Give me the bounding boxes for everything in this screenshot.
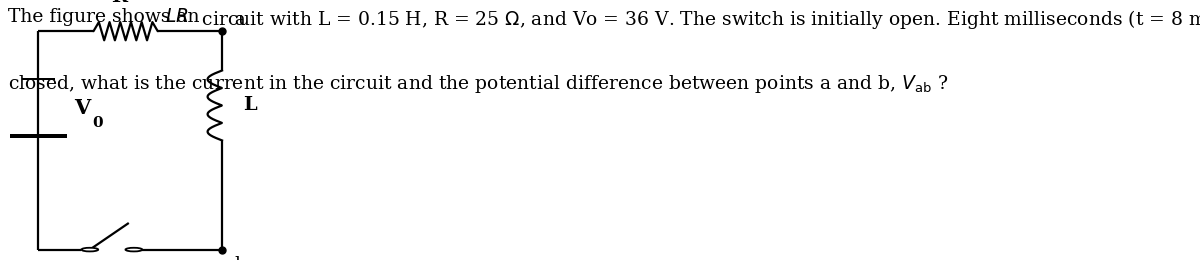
Text: circuit with L = 0.15 H, R = 25 $\Omega$, and Vo = 36 V. The switch is initially: circuit with L = 0.15 H, R = 25 $\Omega$… (197, 8, 1200, 31)
Text: a: a (234, 11, 245, 29)
Text: The figure shows an: The figure shows an (8, 8, 206, 26)
Text: V: V (74, 98, 91, 118)
Text: 0: 0 (92, 116, 103, 130)
Text: b: b (234, 256, 246, 260)
Circle shape (126, 248, 143, 251)
Text: R: R (112, 0, 127, 6)
Text: L: L (244, 96, 257, 114)
Circle shape (82, 248, 98, 251)
Text: $LR$: $LR$ (166, 8, 188, 26)
Text: closed, what is the current in the circuit and the potential difference between : closed, what is the current in the circu… (8, 73, 949, 95)
